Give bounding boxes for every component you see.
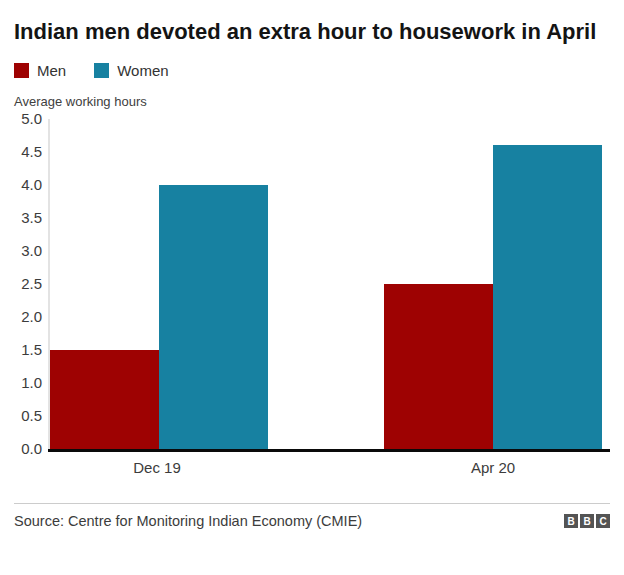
men-swatch	[14, 63, 29, 78]
y-tick-label: 1.0	[21, 373, 42, 393]
x-axis-line	[48, 449, 610, 452]
bar-group-dec-19	[50, 185, 268, 449]
plot-area	[48, 119, 610, 449]
y-tick-label: 1.5	[21, 340, 42, 360]
bar-men-dec-19	[50, 350, 159, 449]
legend: Men Women	[14, 62, 610, 79]
legend-item-men: Men	[14, 62, 66, 79]
chart-area: 5.04.54.03.53.02.52.01.51.00.50.0 Dec 19…	[14, 119, 610, 476]
footer: Source: Centre for Monitoring Indian Eco…	[14, 513, 610, 529]
y-tick-label: 0.5	[21, 406, 42, 426]
bar-group-apr-20	[384, 145, 602, 449]
legend-label: Women	[117, 62, 168, 79]
y-axis: 5.04.54.03.53.02.52.01.51.00.50.0	[14, 119, 48, 449]
legend-label: Men	[37, 62, 66, 79]
women-swatch	[94, 63, 109, 78]
bbc-logo-letter: B	[564, 514, 578, 528]
chart-title: Indian men devoted an extra hour to hous…	[14, 18, 610, 46]
y-tick-label: 2.0	[21, 307, 42, 327]
y-axis-title: Average working hours	[14, 94, 610, 109]
y-tick-label: 3.0	[21, 241, 42, 261]
source-text: Source: Centre for Monitoring Indian Eco…	[14, 513, 362, 529]
y-tick-label: 0.0	[21, 439, 42, 459]
legend-item-women: Women	[94, 62, 168, 79]
y-tick-label: 2.5	[21, 274, 42, 294]
y-tick-label: 5.0	[21, 109, 42, 129]
bbc-logo: B B C	[564, 514, 610, 528]
bbc-chart-page: Indian men devoted an extra hour to hous…	[0, 0, 624, 575]
footer-divider	[14, 503, 610, 504]
x-tick-label: Dec 19	[48, 459, 266, 476]
y-tick-label: 4.0	[21, 175, 42, 195]
bbc-logo-letter: B	[580, 514, 594, 528]
bar-women-dec-19	[159, 185, 268, 449]
bar-men-apr-20	[384, 284, 493, 449]
bbc-logo-letter: C	[596, 514, 610, 528]
x-tick-label: Apr 20	[384, 459, 602, 476]
x-axis-labels: Dec 19 Apr 20	[48, 459, 610, 476]
bar-women-apr-20	[493, 145, 602, 449]
y-tick-label: 3.5	[21, 208, 42, 228]
plot-column: Dec 19 Apr 20	[48, 119, 610, 476]
y-tick-label: 4.5	[21, 142, 42, 162]
